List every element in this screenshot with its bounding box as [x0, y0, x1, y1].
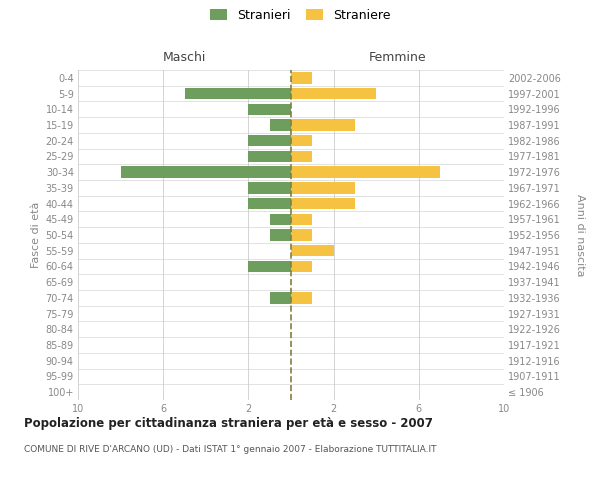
Bar — [291, 245, 334, 256]
Text: Popolazione per cittadinanza straniera per età e sesso - 2007: Popolazione per cittadinanza straniera p… — [24, 418, 433, 430]
Bar — [248, 104, 291, 115]
Bar — [291, 292, 313, 304]
Bar — [291, 261, 313, 272]
Bar — [121, 166, 291, 178]
Bar — [248, 182, 291, 194]
Bar — [270, 230, 291, 240]
Bar — [270, 214, 291, 225]
Bar — [185, 88, 291, 99]
Bar — [291, 135, 313, 146]
Bar — [248, 135, 291, 146]
Text: Maschi: Maschi — [163, 51, 206, 64]
Bar — [291, 166, 440, 178]
Bar — [248, 151, 291, 162]
Text: Femmine: Femmine — [368, 51, 427, 64]
Bar — [291, 182, 355, 194]
Legend: Stranieri, Straniere: Stranieri, Straniere — [209, 8, 391, 22]
Bar — [291, 72, 313, 84]
Y-axis label: Anni di nascita: Anni di nascita — [575, 194, 585, 276]
Bar — [291, 198, 355, 209]
Bar — [270, 120, 291, 130]
Bar — [291, 230, 313, 240]
Y-axis label: Fasce di età: Fasce di età — [31, 202, 41, 268]
Bar — [248, 198, 291, 209]
Bar — [291, 120, 355, 130]
Bar — [291, 88, 376, 99]
Bar — [270, 292, 291, 304]
Bar — [248, 261, 291, 272]
Bar — [291, 151, 313, 162]
Bar — [291, 214, 313, 225]
Text: COMUNE DI RIVE D'ARCANO (UD) - Dati ISTAT 1° gennaio 2007 - Elaborazione TUTTITA: COMUNE DI RIVE D'ARCANO (UD) - Dati ISTA… — [24, 445, 437, 454]
